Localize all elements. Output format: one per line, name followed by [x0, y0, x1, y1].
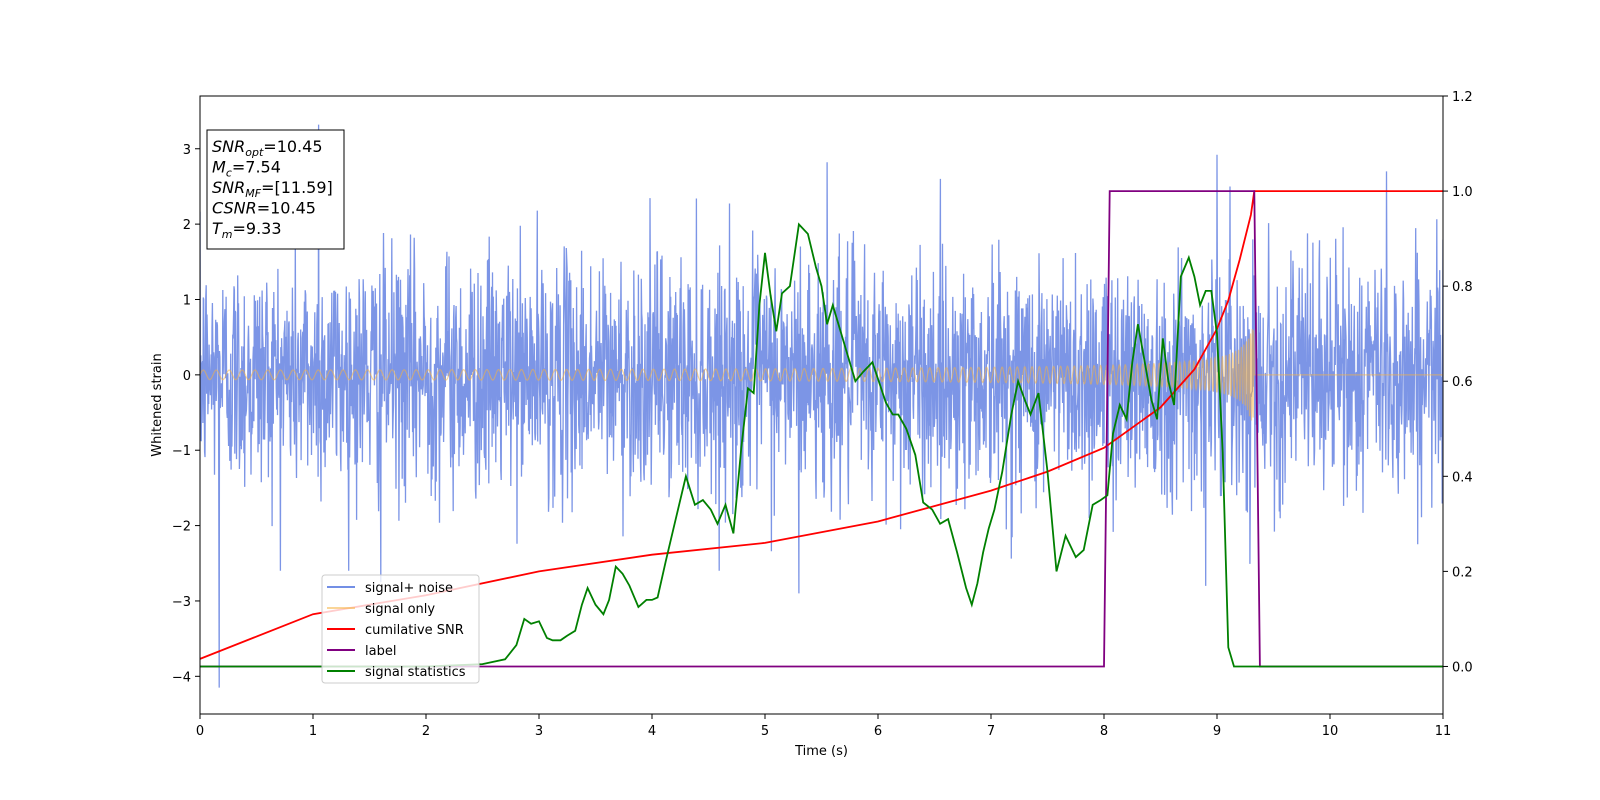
info-line: SNRopt=10.45 [212, 137, 323, 159]
info-subscript: opt [245, 146, 264, 159]
legend-label-signal-only: signal only [365, 602, 435, 617]
y-tick-label: −1 [172, 444, 191, 459]
legend-frame [321, 574, 480, 684]
y-tick-label: −2 [172, 520, 191, 535]
info-symbol: SNR [212, 178, 245, 197]
plot-area [200, 124, 1443, 688]
series-signal-noise [200, 124, 1443, 688]
info-value: =9.33 [233, 219, 282, 238]
info-annotation: SNRopt=10.45Mc=7.54SNRMF=[11.59]CSNR=10.… [206, 129, 345, 250]
y-tick-label: 2 [183, 218, 191, 233]
x-tick-label: 0 [196, 724, 204, 739]
y-right-tick-label: 0.4 [1452, 470, 1473, 485]
info-value: =7.54 [232, 158, 281, 177]
series-cumilative-snr [200, 190, 1443, 660]
x-tick-label: 5 [761, 724, 769, 739]
y-tick-label: −4 [172, 670, 191, 685]
legend-label-signal-statistics: signal statistics [365, 665, 466, 680]
x-tick-label: 8 [1100, 724, 1108, 739]
y-right-tick-label: 1.2 [1452, 90, 1473, 105]
info-value: =10.45 [263, 137, 322, 156]
x-tick-label: 3 [535, 724, 543, 739]
x-tick-label: 6 [874, 724, 882, 739]
x-tick-label: 1 [309, 724, 317, 739]
legend-label-label: label [365, 644, 396, 659]
y-tick-label: 0 [183, 369, 191, 384]
ticks: 0 1 2 3 4 5 6 7 8 9 10 11 −4 −3 −2 −1 0 1 2 3 0.0 0.2 0.4 0.6 0.… [172, 90, 1473, 739]
info-symbol: CSNR [212, 199, 257, 218]
y-right-tick-label: 0.0 [1452, 660, 1473, 675]
x-axis-label: Time (s) [794, 744, 848, 759]
y-axis-label: Whitened strain [150, 353, 165, 456]
x-tick-label: 9 [1213, 724, 1221, 739]
legend-label-signal-noise: signal+ noise [365, 581, 453, 596]
y-right-tick-label: 1.0 [1452, 185, 1473, 200]
info-symbol: SNR [212, 137, 245, 156]
info-symbol: T [212, 219, 223, 238]
y-tick-label: 3 [183, 143, 191, 158]
info-value: =10.45 [257, 199, 316, 218]
plot-frame [199, 95, 1444, 715]
series-signal-only [200, 329, 1443, 421]
x-tick-label: 2 [422, 724, 430, 739]
series-group [200, 124, 1443, 688]
y-right-tick-label: 0.6 [1452, 375, 1473, 390]
info-line: SNRMF=[11.59] [212, 178, 333, 200]
info-box-frame [206, 129, 345, 250]
y-tick-label: −3 [172, 595, 191, 610]
x-tick-label: 7 [987, 724, 995, 739]
y-tick-label: 1 [183, 293, 191, 308]
x-tick-label: 10 [1322, 724, 1339, 739]
info-line: Tm=9.33 [212, 219, 282, 241]
y-right-tick-label: 0.8 [1452, 280, 1473, 295]
info-line: CSNR=10.45 [212, 199, 316, 218]
info-line: Mc=7.54 [212, 158, 281, 180]
info-subscript: m [222, 228, 233, 241]
info-subscript: MF [245, 187, 261, 200]
legend-label-cumilative-snr: cumilative SNR [365, 623, 464, 638]
info-symbol: M [212, 158, 226, 177]
series-signal-statistics [200, 222, 1443, 668]
y-right-tick-label: 0.2 [1452, 565, 1473, 580]
legend: signal+ noise signal only cumilative SNR la… [321, 574, 480, 684]
x-tick-label: 4 [648, 724, 656, 739]
x-tick-label: 11 [1435, 724, 1452, 739]
info-subscript: c [226, 167, 232, 180]
info-value: =[11.59] [261, 178, 333, 197]
